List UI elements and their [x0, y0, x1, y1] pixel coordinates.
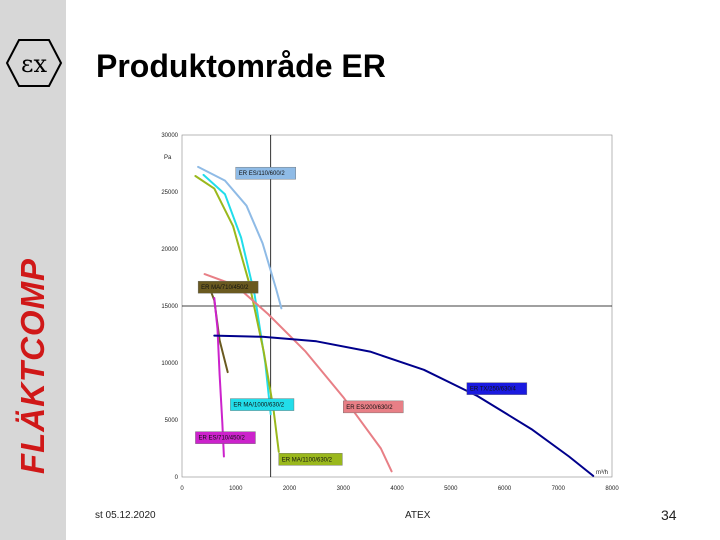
product-label-7: ER MA/1100/630/2 [278, 453, 343, 466]
product-label-5: ER ES/200/630/2 [343, 400, 404, 414]
product-label-text: ER MA/710/450/2 [201, 285, 249, 291]
x-tick-label: 1000 [229, 486, 243, 492]
x-tick-label: 7000 [552, 486, 566, 492]
product-label-box [197, 280, 259, 294]
svg-text:εx: εx [21, 50, 47, 78]
product-label-6: ER ES/710/450/2 [195, 431, 256, 444]
footer-label: ATEX [405, 510, 431, 521]
y-tick-label: 30000 [161, 133, 178, 139]
product-label-text: ER MA/1100/630/2 [282, 457, 333, 463]
product-label-box [343, 400, 404, 414]
product-label-text: ER MA/1000/630/2 [233, 403, 284, 409]
product-label-text: ER TX/250/630/4 [470, 387, 517, 393]
product-label-4: ER MA/1000/630/2 [230, 398, 295, 411]
product-label-box [235, 166, 296, 180]
y-tick-label: 0 [175, 475, 179, 481]
x-tick-label: 8000 [605, 486, 619, 492]
y-axis-label: Pa [164, 155, 172, 161]
product-label-box [278, 453, 343, 466]
side-band [0, 0, 66, 540]
footer-date: st 05.12.2020 [95, 510, 156, 521]
product-label-text: ER ES/200/630/2 [346, 405, 393, 411]
y-tick-label: 5000 [165, 418, 179, 424]
product-label-box [195, 431, 256, 444]
x-tick-label: 6000 [498, 486, 512, 492]
x-tick-label: 3000 [337, 486, 351, 492]
x-axis-label: m³/h [596, 470, 608, 476]
y-tick-label: 15000 [161, 304, 178, 310]
ex-atex-icon: εx [5, 39, 63, 87]
product-label-1: ER ES/110/600/2 [235, 166, 296, 180]
page-title: Produktområde ER [96, 48, 386, 84]
x-tick-label: 0 [180, 486, 184, 492]
page-number: 34 [661, 507, 677, 523]
performance-chart: 0 1000 2000 3000 4000 5000 6000 7000 8000 0 5000 10… [161, 133, 619, 492]
product-label-box [466, 382, 528, 395]
x-tick-label: 2000 [283, 486, 297, 492]
product-label-2: ER MA/710/450/2 [197, 280, 259, 294]
y-tick-label: 25000 [161, 190, 178, 196]
series-line-1 [197, 165, 283, 310]
product-label-text: ER ES/110/600/2 [239, 171, 286, 177]
series-line-7 [213, 334, 595, 477]
y-tick-label: 20000 [161, 247, 178, 253]
product-label-text: ER ES/710/450/2 [198, 436, 245, 442]
product-label-3: ER TX/250/630/4 [466, 382, 528, 395]
y-tick-label: 10000 [161, 361, 178, 367]
product-label-box [230, 398, 295, 411]
x-tick-label: 5000 [444, 486, 458, 492]
brand-logo-text: FLÄKTCOMP [14, 257, 51, 475]
x-tick-label: 4000 [390, 486, 404, 492]
